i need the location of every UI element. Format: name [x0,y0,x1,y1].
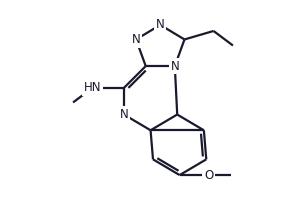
Text: N: N [120,108,128,121]
Text: O: O [204,169,213,182]
Text: N: N [132,33,140,46]
Text: O: O [204,169,213,182]
Text: N: N [156,18,165,31]
Text: N: N [170,60,179,73]
Text: HN: HN [84,81,101,94]
